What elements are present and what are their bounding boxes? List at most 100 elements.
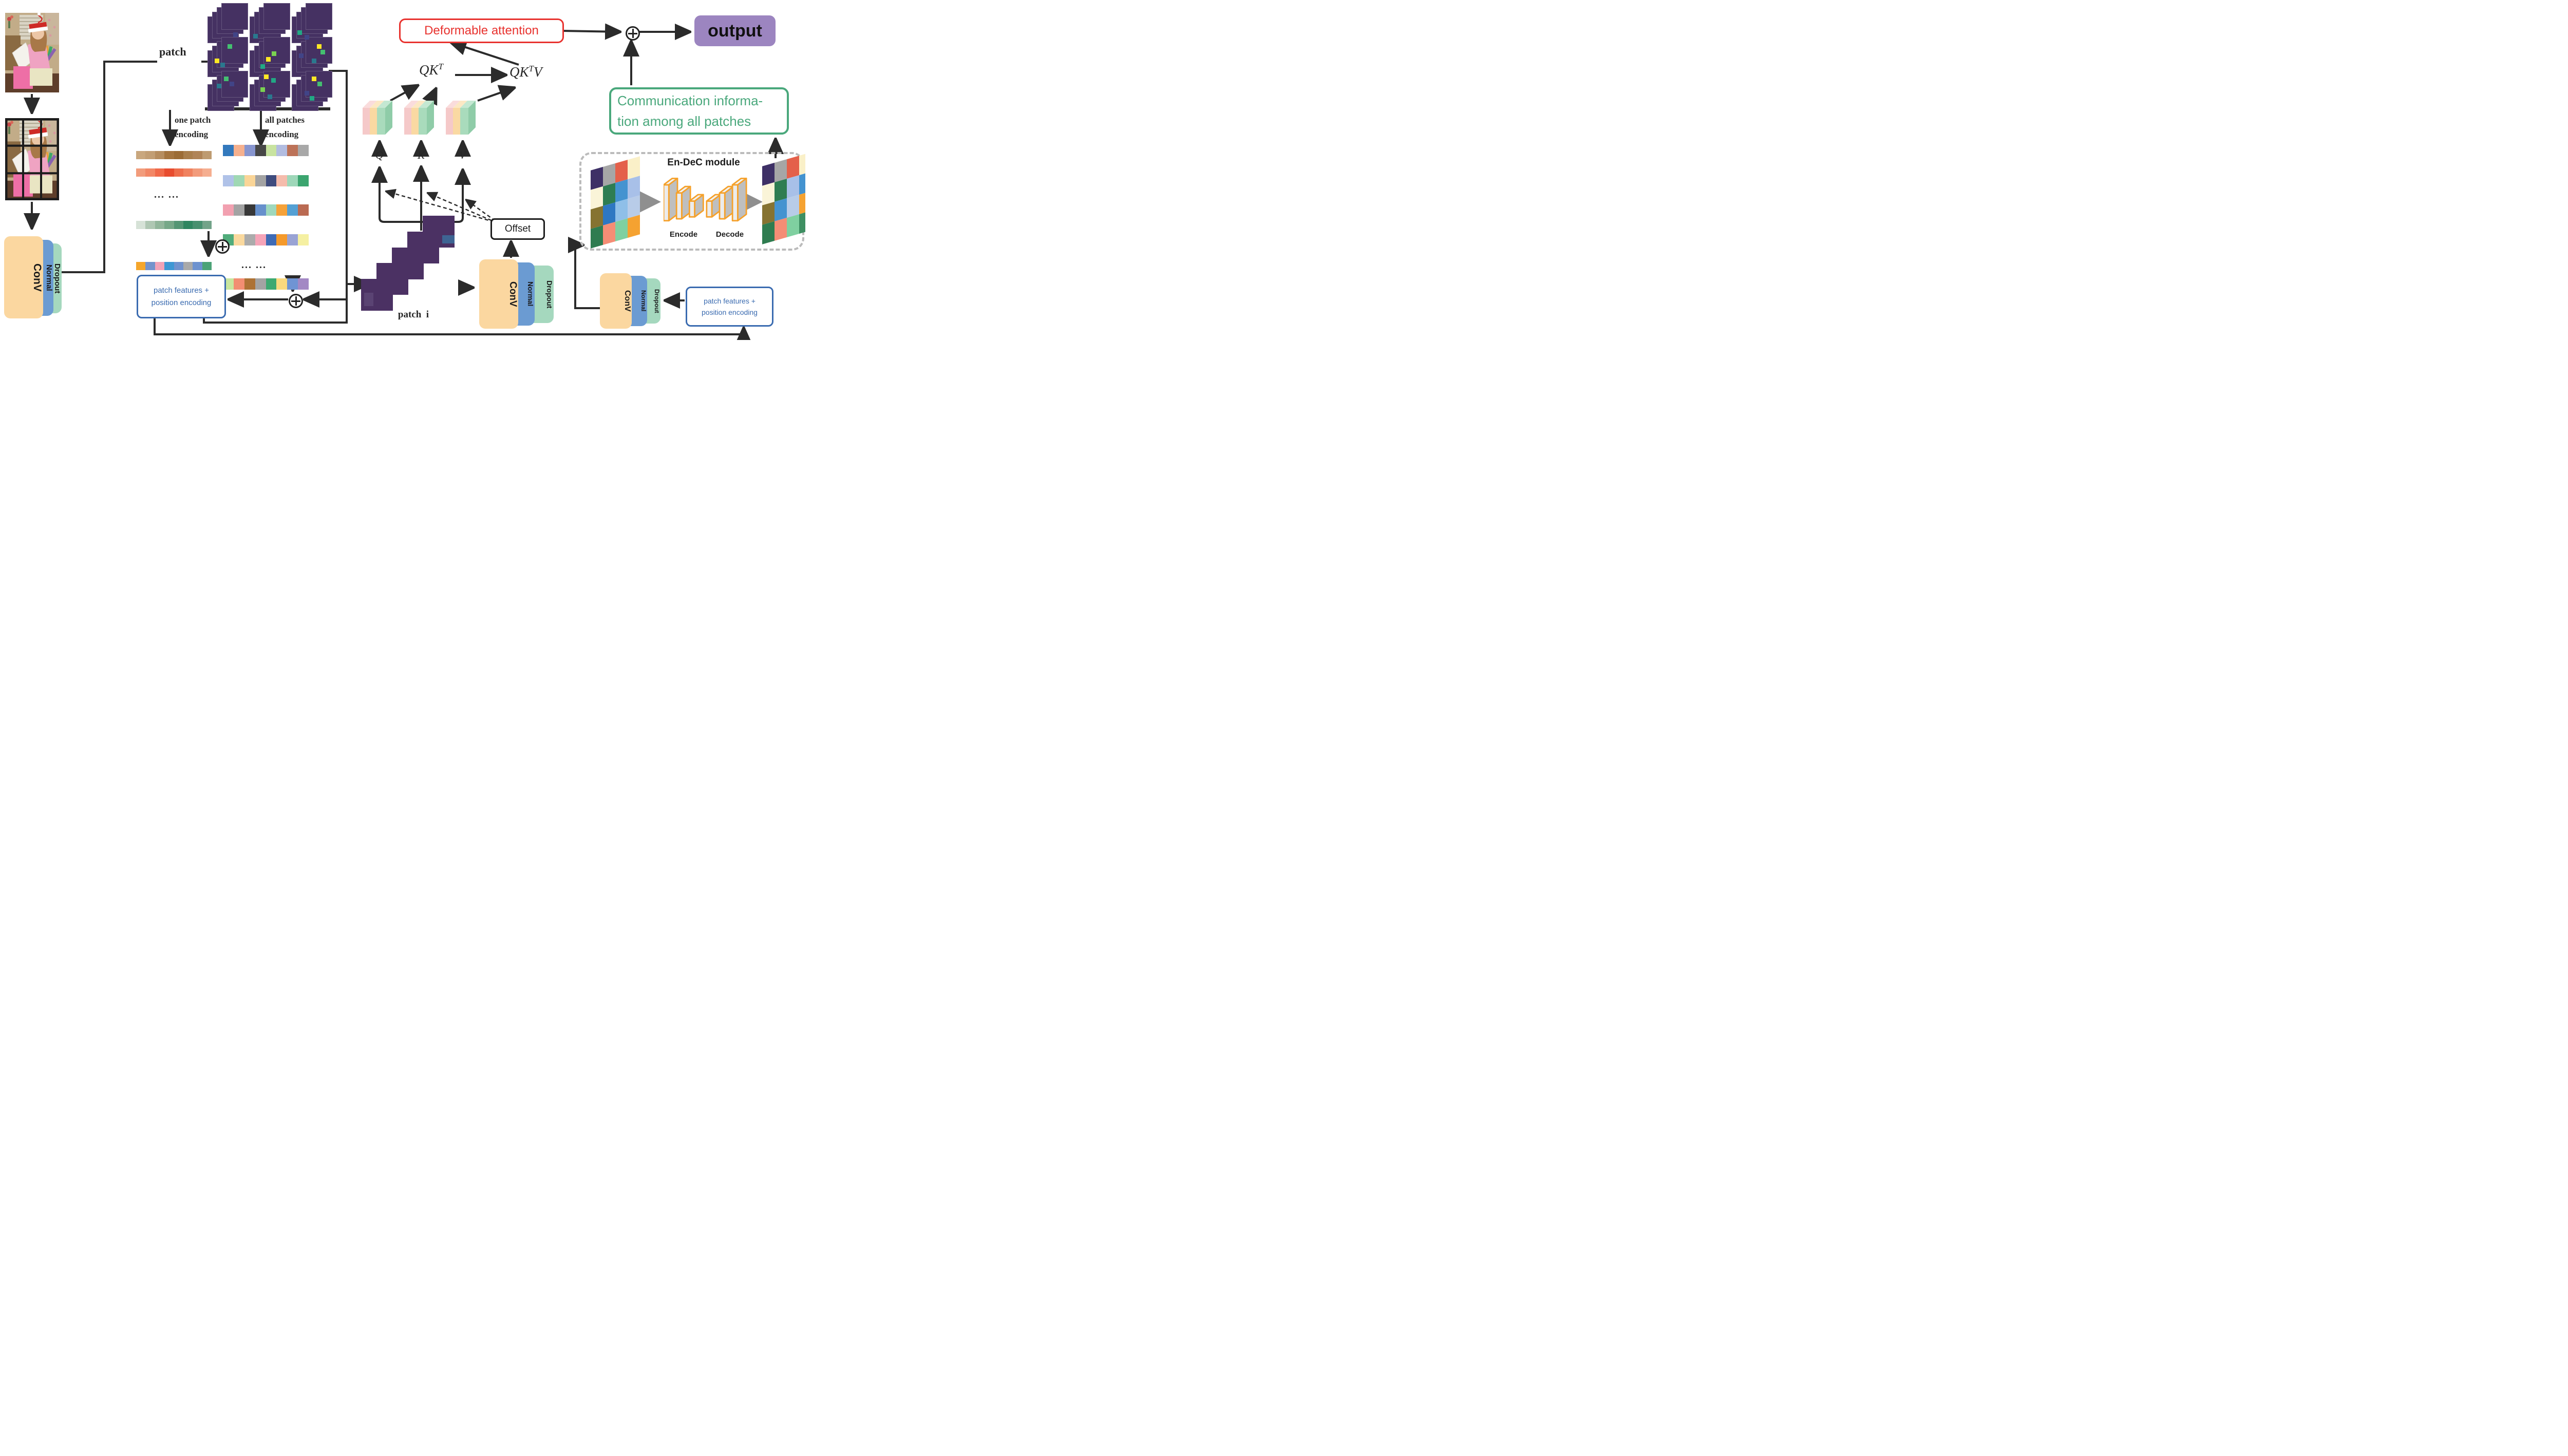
grid-cell [787,214,799,237]
encoding-cell [266,234,277,245]
encoding-cell [276,175,288,186]
encoding-row [136,262,212,270]
encode-label: Encode [669,230,698,239]
encode-slab [675,185,691,220]
encoding-cell [193,151,202,159]
encoding-cell [193,262,202,270]
heatmap-spot [266,56,271,62]
heatmap-spot [305,34,310,40]
encoding-cell [164,151,174,159]
heatmap-spot [215,59,219,63]
grid-cell [628,215,640,238]
heatmap-spot [311,59,316,63]
normal-label: Normal [526,281,535,307]
grid-cell [762,221,775,244]
encoding-cell [183,262,193,270]
k-label: K [418,149,425,161]
heatmap-layer [221,71,248,98]
encoding-cell [155,221,165,229]
encoding-row [223,175,309,186]
normal-label: Normal [45,264,53,291]
endec-title: En-DeC module [667,157,740,168]
heatmap-spot [230,82,235,86]
encoding-cell [287,175,298,186]
one-patch-encoding-label: one patch encoding [175,115,211,139]
encoding-cell [155,151,165,159]
heatmap-patch-stack [292,3,332,43]
heatmap-spot [272,51,277,56]
heatmap-layer [306,3,332,30]
k-tensor-cube [404,101,434,135]
encoding-cell [174,221,183,229]
encoding-cell [183,221,193,229]
dropout-label: Dropout [53,263,62,294]
conv-block-center: Dropout Normal ConV [479,259,554,329]
connector-wires [0,0,805,340]
encoding-cell [287,204,298,216]
encoding-cell [174,151,183,159]
encoding-cell [202,262,212,270]
patch-i-spot [442,235,455,243]
encoding-cell [287,145,298,156]
encoding-cell [136,168,146,177]
heatmap-spot [268,94,272,100]
heatmap-layer [306,37,332,64]
encoding-cell [202,221,212,229]
encoding-cell [233,278,244,290]
encoding-row [223,145,309,156]
conv-card: ConV [479,259,518,329]
encoding-cell [223,204,234,216]
grid-cell [799,191,805,215]
heatmap-spot [260,87,265,92]
image-grid-lines [5,118,59,200]
grid-cell [615,218,628,241]
encoding-cell [136,221,146,229]
heatmap-spot [253,33,258,39]
grid-cell [591,225,603,249]
encoding-cell [183,168,193,177]
encoding-row [223,204,309,216]
oplus-icon [289,294,303,308]
gridded-input-image [5,118,59,200]
conv-block-right: Dropout Normal ConV [600,273,660,329]
ellipsis: ... ... [241,259,267,271]
encoding-cell [266,278,277,290]
encoding-cell [174,262,183,270]
encoding-cell [164,168,174,177]
q-tensor-cube [363,101,392,135]
encoding-cell [244,234,255,245]
heatmap-spot [220,63,225,68]
heatmap-spot [317,44,322,49]
dropout-label: Dropout [653,289,660,313]
encoding-cell [255,204,266,216]
heatmap-spot [264,74,269,79]
encoding-cell [255,175,266,186]
grid-cell [775,218,787,241]
encoding-cell [233,234,244,245]
encoding-cell [145,168,155,177]
encoding-cell [145,221,155,229]
patch-label: patch [159,45,186,58]
encoding-cell [145,262,155,270]
patch-features-box-right: patch features + position encoding [686,287,773,327]
encoding-cell [276,204,288,216]
encoding-cell [155,168,165,177]
ellipsis: ... ... [154,189,179,200]
encoding-cell [276,234,288,245]
grid-cell [799,152,805,176]
heatmap-layer [221,3,248,30]
encoding-cell [287,278,298,290]
encoding-cell [266,145,277,156]
heatmap-spot [320,50,325,55]
conv-card: ConV [600,273,632,329]
input-image [5,13,59,92]
heatmap-layer [221,37,248,64]
encoding-cell [233,204,244,216]
encoding-cell [266,204,277,216]
heatmap-spot [271,78,276,83]
encoding-cell [298,204,309,216]
encoding-row [223,278,309,290]
patch-heatmap-grid [207,0,341,116]
encoding-row [136,168,212,177]
normal-label: Normal [640,290,647,312]
